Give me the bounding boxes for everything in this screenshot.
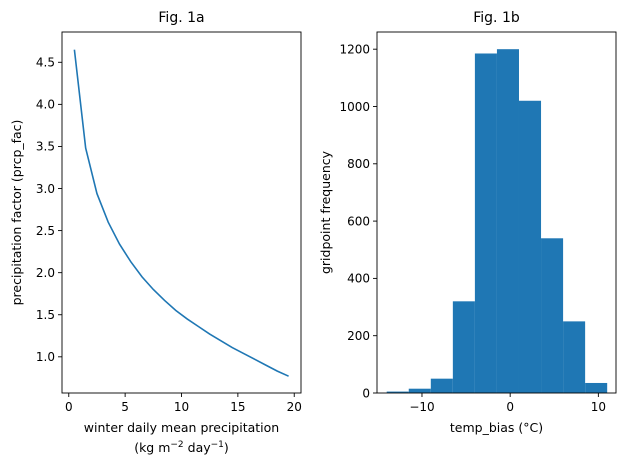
y-tick-label: 1.0 [36,350,55,364]
y-ticks-1b: 0 200 400 600 800 1000 1200 [339,42,377,400]
x-tick-label: 10 [591,400,606,414]
y-axis-label-1b: gridpoint frequency [318,150,333,274]
y-tick-label: 2.0 [36,266,55,280]
x-tick-label: 0 [65,400,73,414]
histogram-bar [474,53,497,394]
x-axis-label-1a: winter daily mean precipitation [84,420,279,435]
x-axis-units-sup-2: −1 [211,440,224,450]
y-tick-label: 400 [347,272,370,286]
plot-area-1b [386,49,608,394]
x-axis-label-1b: temp_bias (°C) [450,420,543,435]
x-axis-units-prefix: (kg m [134,440,170,455]
y-tick-label: 600 [347,214,370,228]
y-tick-label: 1.5 [36,308,55,322]
x-tick-label: 15 [230,400,245,414]
x-axis-units-mid: day [184,440,212,455]
chart-title-1a: Fig. 1a [158,10,204,26]
x-tick-label: 5 [121,400,129,414]
x-ticks-1a: 0 5 10 15 20 [65,393,302,414]
y-tick-label: 4.5 [36,56,55,70]
y-tick-label: 1000 [339,100,370,114]
x-axis-units-sup-1: −2 [170,440,183,450]
histogram-bar [541,238,564,393]
y-tick-label: 3.0 [36,182,55,196]
axes-frame-1a [61,31,302,394]
x-tick-label: 10 [174,400,189,414]
y-tick-label: 800 [347,157,370,171]
histogram-bar [386,391,409,393]
y-tick-label: 2.5 [36,224,55,238]
plot-area-1a [73,49,289,377]
x-axis-label-units-1a: (kg m−2 day−1) [134,440,229,455]
chart-title-1b: Fig. 1b [473,10,520,26]
histogram-bar [585,382,608,393]
histogram-bar [452,301,475,393]
series-line-0 [73,49,289,377]
histogram-bar [496,49,519,393]
panel-fig-1a: Fig. 1a 0 5 10 15 20 1.0 1.5 2.0 2.5 3.0 3.5 4.0 4.… [9,10,302,455]
y-tick-label: 0 [362,386,370,400]
y-tick-label: 200 [347,329,370,343]
x-axis-units-suffix: ) [224,440,229,455]
histogram-bar [408,388,431,393]
histogram-bar [563,321,586,393]
histogram-bar [430,378,453,393]
axes-frame-1b [376,31,617,394]
x-ticks-1b: −10 0 10 [409,393,606,414]
histogram-bar [518,100,542,393]
y-ticks-1a: 1.0 1.5 2.0 2.5 3.0 3.5 4.0 4.5 [36,56,62,364]
y-tick-label: 1200 [339,42,370,56]
x-tick-label: −10 [409,400,434,414]
x-tick-label: 0 [506,400,514,414]
y-tick-label: 3.5 [36,140,55,154]
x-tick-label: 20 [287,400,302,414]
y-tick-label: 4.0 [36,98,55,112]
y-axis-label-1a: precipitation factor (prcp_fac) [9,120,24,306]
